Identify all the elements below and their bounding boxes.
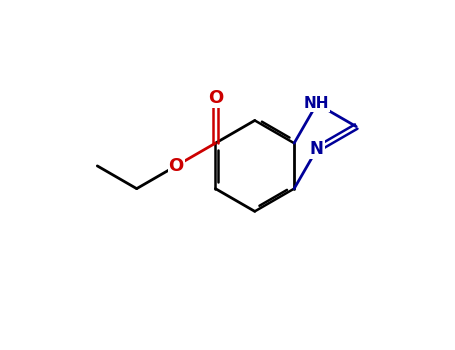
Text: O: O xyxy=(208,89,223,107)
Text: O: O xyxy=(168,157,184,175)
Text: N: N xyxy=(310,140,324,158)
Text: NH: NH xyxy=(304,96,329,111)
